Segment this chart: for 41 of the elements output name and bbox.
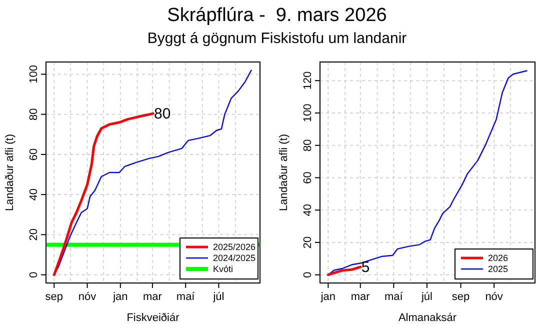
line-series [326, 266, 362, 276]
legend-label: Kvóti [213, 264, 234, 274]
y-tick-label: 80 [302, 139, 314, 152]
x-tick-label: mar [350, 291, 370, 303]
y-axis-title: Landaður afli (t) [278, 134, 290, 212]
y-tick-label: 60 [302, 172, 314, 184]
x-tick-label: maí [176, 291, 196, 303]
y-tick-label: 100 [302, 104, 314, 122]
y-tick-label: 60 [28, 148, 40, 161]
legend-label: 2024/2025 [213, 253, 256, 263]
y-tick-label: 0 [28, 272, 40, 278]
x-axis-title: Fiskveiðiár [126, 312, 180, 324]
x-tick-label: sep [452, 291, 470, 303]
chart-subtitle: Byggt á gögnum Fiskistofu um landanir [147, 30, 407, 47]
x-tick-label: sep [45, 291, 64, 303]
x-tick-label: júl [420, 291, 432, 303]
legend-label: 2025 [488, 264, 508, 274]
line-series [328, 70, 528, 276]
y-tick-label: 40 [302, 204, 314, 216]
x-tick-label: jan [320, 291, 336, 303]
x-tick-label: jan [112, 291, 128, 303]
y-tick-label: 20 [28, 228, 40, 241]
y-tick-label: 120 [302, 71, 314, 90]
x-tick-label: nóv [78, 291, 97, 303]
x-tick-label: nóv [485, 291, 504, 303]
x-tick-label: júl [212, 291, 224, 303]
legend-label: 2026 [488, 253, 508, 263]
annotation: 5 [361, 258, 370, 276]
annotation: 80 [154, 106, 171, 123]
x-tick-label: mar [142, 291, 162, 303]
y-tick-label: 80 [28, 108, 40, 120]
y-tick-label: 100 [28, 65, 40, 84]
y-axis-title: Landaður afli (t) [4, 134, 16, 212]
line-series [52, 112, 154, 276]
y-tick-label: 0 [302, 272, 314, 278]
chart-title: Skrápflúra - 9. mars 2026 [167, 5, 387, 26]
x-tick-label: maí [384, 291, 404, 303]
y-tick-label: 20 [302, 236, 314, 249]
legend-label: 2025/2026 [213, 242, 256, 252]
y-tick-label: 40 [28, 188, 40, 201]
x-axis-title: Almanaksár [398, 312, 457, 324]
